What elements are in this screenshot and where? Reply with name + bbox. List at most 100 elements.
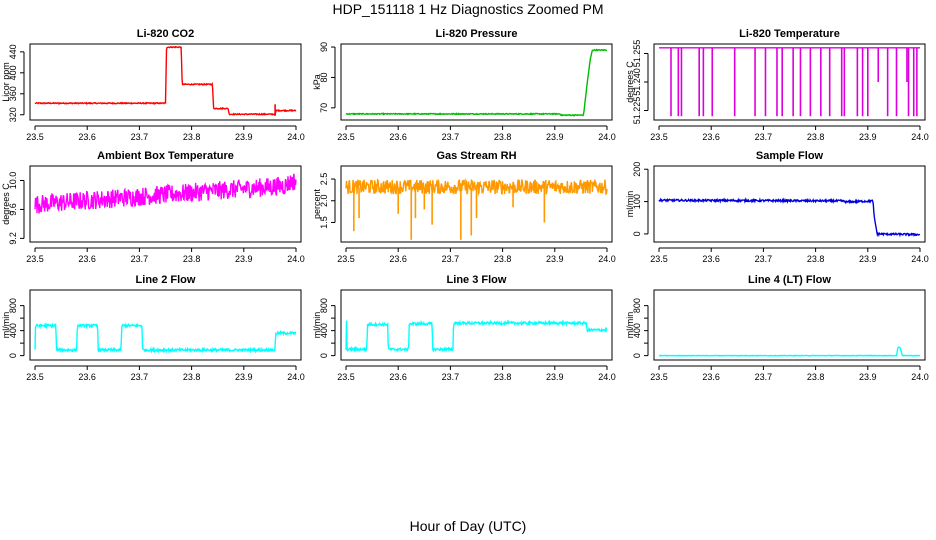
y-tick-label: 400 [632,323,642,338]
plot-frame [29,289,302,361]
y-tick-label: 800 [8,298,18,313]
plot-frame [653,289,926,361]
panel-1: Li-820 CO2 23.5 23.6 23.7 23.8 23.9 24.0 320 360… [1,28,305,142]
x-axis-title: Hour of Day (UTC) [409,518,527,534]
x-tick-label: 23.6 [702,132,720,142]
y-tick-label: 90 [319,42,329,52]
y-tick-label: 51.255 [632,40,642,68]
x-tick-label: 23.8 [807,372,825,382]
x-tick-label: 24.0 [598,372,616,382]
x-tick-label: 23.9 [859,132,877,142]
plot-frame [29,165,302,243]
x-tick-label: 23.5 [26,254,44,264]
y-tick-label: 80 [319,72,329,82]
x-tick-label: 23.5 [337,254,355,264]
x-tick-label: 23.8 [494,132,512,142]
x-tick-label: 23.6 [702,372,720,382]
y-tick-label: 440 [8,44,18,59]
x-tick-label: 23.5 [650,254,668,264]
x-tick-label: 24.0 [911,132,929,142]
panel-5: Gas Stream RH 23.5 23.6 23.7 23.8 23.9 24.0 1.5… [312,150,616,264]
y-tick-label: 70 [319,103,329,113]
x-tick-label: 23.7 [755,132,773,142]
y-axis-label: kPa [312,74,322,90]
plot-frame [653,43,926,121]
panel-8: Line 3 Flow 23.5 23.6 23.7 23.8 23.9 24.0 0 400 8… [312,274,616,382]
plot-frame [340,43,613,121]
y-tick-label: 400 [319,323,329,338]
y-tick-label: 10.0 [8,172,18,190]
y-tick-label: 0 [8,353,18,358]
y-axis-label: ml/min [312,312,322,339]
plot-frame [29,43,302,121]
x-tick-label: 24.0 [287,254,305,264]
x-tick-label: 23.6 [78,372,96,382]
y-tick-label: 0 [319,353,329,358]
x-tick-label: 23.8 [807,132,825,142]
x-tick-label: 23.9 [235,254,253,264]
panel-3: Li-820 Temperature 23.5 23.6 23.7 23.8 23.9 24… [625,28,929,142]
y-axis-label: ml/min [625,312,635,339]
series-line [658,197,921,238]
x-tick-label: 23.7 [131,132,149,142]
x-tick-label: 23.9 [235,132,253,142]
x-tick-label: 23.8 [183,372,201,382]
y-tick-label: 2.0 [319,194,329,207]
x-tick-label: 23.7 [755,254,773,264]
x-tick-label: 23.9 [546,254,564,264]
x-tick-label: 23.7 [442,254,460,264]
y-tick-label: 0 [632,231,642,236]
series-line [34,322,297,354]
y-tick-label: 51.225 [632,97,642,125]
x-tick-label: 23.6 [389,254,407,264]
x-tick-label: 23.9 [546,372,564,382]
y-tick-label: 400 [8,65,18,80]
x-tick-label: 23.7 [131,372,149,382]
y-axis-label: degrees C [1,183,11,225]
series-line [658,346,921,357]
y-tick-label: 800 [632,298,642,313]
y-tick-label: 100 [632,194,642,209]
x-tick-label: 23.6 [78,132,96,142]
y-tick-label: 1.5 [319,216,329,229]
figure-title: HDP_151118 1 Hz Diagnostics Zoomed PM [332,1,604,17]
x-tick-label: 23.6 [389,132,407,142]
x-tick-label: 23.7 [442,372,460,382]
x-tick-label: 23.8 [807,254,825,264]
x-tick-label: 23.9 [859,372,877,382]
plot-frame [340,289,613,361]
plot-frame [653,165,926,243]
x-tick-label: 23.8 [494,372,512,382]
y-axis-label: ml/min [625,191,635,218]
x-tick-label: 23.5 [26,372,44,382]
x-tick-label: 23.5 [337,132,355,142]
series-line [34,45,297,116]
x-tick-label: 23.5 [650,132,668,142]
x-tick-label: 24.0 [287,372,305,382]
x-tick-label: 23.8 [183,254,201,264]
x-tick-label: 23.5 [26,132,44,142]
y-tick-label: 51.240 [632,68,642,96]
x-tick-label: 23.9 [859,254,877,264]
x-tick-label: 23.6 [389,372,407,382]
y-tick-label: 360 [8,86,18,101]
series-line [345,319,608,353]
panel-9: Line 4 (LT) Flow 23.5 23.6 23.7 23.8 23.9 24.0… [625,274,929,382]
panel-title: Line 2 Flow [136,274,196,286]
panel-title: Ambient Box Temperature [97,150,234,162]
panel-title: Line 3 Flow [447,274,507,286]
plot-frame [340,165,613,243]
x-tick-label: 23.9 [235,372,253,382]
y-tick-label: 400 [8,323,18,338]
x-tick-label: 23.7 [131,254,149,264]
panel-7: Line 2 Flow 23.5 23.6 23.7 23.8 23.9 24.0 0 400 8… [1,274,305,382]
y-tick-label: 9.6 [8,203,18,216]
y-axis-label: Licor ppm [1,62,11,102]
panel-title: Sample Flow [756,150,824,162]
x-tick-label: 24.0 [598,254,616,264]
panel-2: Li-820 Pressure 23.5 23.6 23.7 23.8 23.9 24.0 7… [312,28,616,142]
panel-title: Li-820 Temperature [739,28,840,40]
x-tick-label: 24.0 [598,132,616,142]
x-tick-label: 23.7 [442,132,460,142]
